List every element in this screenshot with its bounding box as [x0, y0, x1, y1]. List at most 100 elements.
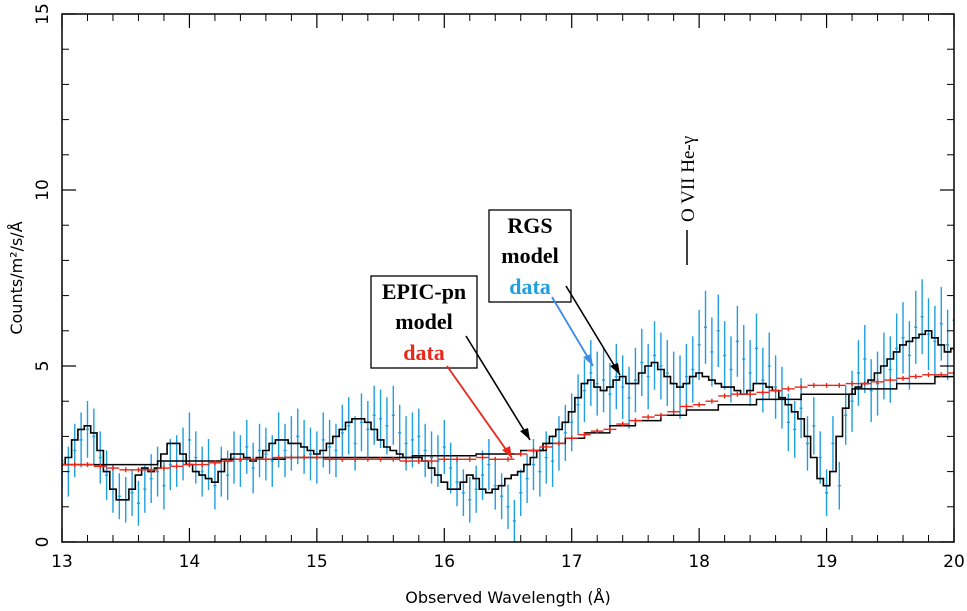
- rgs-data-point: [62, 435, 64, 487]
- epic-data-point: [705, 398, 719, 404]
- rgs-data-point: [914, 290, 918, 364]
- axis-ticks: [61, 13, 955, 543]
- epic-data-point: [871, 379, 884, 385]
- epic-data-point: [259, 456, 273, 462]
- rgs-data-point: [283, 423, 287, 478]
- rgs-data-point: [156, 446, 160, 497]
- rgs-model-arrowhead: [610, 363, 620, 375]
- epic-data-point: [858, 381, 872, 387]
- epic-data-point: [794, 384, 808, 390]
- epic-data-point: [654, 412, 668, 418]
- rgs-data-point: [385, 397, 389, 455]
- plot-area: [62, 279, 954, 542]
- rgs-data-point: [194, 431, 198, 484]
- epic-data-point: [68, 462, 82, 468]
- rgs-data-point: [691, 336, 695, 403]
- epic-data-point: [578, 432, 591, 438]
- rgs-data-arrowhead: [583, 354, 593, 366]
- rgs-data-point: [926, 298, 931, 371]
- rgs-data-point: [143, 465, 147, 513]
- y-tick-label: 10: [33, 179, 53, 201]
- epic-data-arrowhead: [502, 446, 512, 458]
- epic-data-point: [272, 455, 285, 460]
- rgs-data-point: [321, 412, 325, 468]
- rgs-data-point: [544, 431, 548, 484]
- rgs-data-point: [576, 374, 580, 436]
- rgs-data-point: [837, 461, 841, 510]
- x-tick-label: 16: [433, 552, 455, 572]
- epic-data-point: [285, 455, 298, 460]
- rgs-data-point: [538, 446, 542, 497]
- rgs-data-point: [742, 324, 746, 393]
- rgs-data-point: [149, 454, 153, 504]
- rgs-data-point: [213, 461, 217, 510]
- rgs-data-point: [723, 321, 727, 390]
- epic-data-point: [603, 426, 617, 432]
- rgs-data-point: [939, 286, 943, 361]
- rgs-data-point: [793, 400, 797, 458]
- rgs-data-point: [818, 431, 822, 484]
- rgs-label-box: [488, 209, 572, 303]
- rgs-data-point: [487, 439, 491, 491]
- rgs-data-point: [417, 408, 421, 465]
- rgs-data-point: [449, 442, 453, 494]
- x-tick-label: 18: [688, 552, 710, 572]
- rgs-data-point: [92, 408, 96, 465]
- epic-data-point: [769, 388, 782, 394]
- rgs-data-point: [117, 473, 121, 520]
- epic-data-point: [374, 456, 387, 462]
- x-tick-label: 20: [943, 552, 965, 572]
- epic-data-point: [832, 382, 846, 388]
- epic-model-arrow: [465, 335, 531, 441]
- epic-data-point: [947, 370, 954, 376]
- epic-data-point: [246, 456, 260, 462]
- epic-data-point: [208, 460, 222, 466]
- rgs-data-point: [372, 385, 376, 445]
- annotation-arrows: [446, 285, 621, 459]
- x-tick-labels: 13 14 15 16 17 18 19 20: [51, 552, 965, 572]
- rgs-data-point: [187, 412, 191, 468]
- rgs-data-point: [633, 347, 637, 413]
- epic-data-point: [807, 382, 821, 388]
- y-tick-labels: 0 5 10 15: [33, 3, 53, 547]
- rgs-data-point: [602, 347, 606, 413]
- line-label-o-vii: O VII He-γ: [678, 136, 699, 222]
- epic-data-point: [629, 418, 642, 424]
- epic-data-point: [476, 455, 489, 460]
- epic-data-point: [195, 462, 209, 468]
- rgs-data-point: [614, 343, 618, 410]
- epic-data-point: [106, 465, 120, 471]
- rgs-data-point: [640, 328, 644, 397]
- rgs-data-point: [308, 427, 313, 481]
- y-tick-label: 5: [33, 361, 53, 372]
- rgs-data-point: [257, 423, 262, 478]
- rgs-data-point: [895, 313, 899, 384]
- y-tick-label: 0: [33, 537, 53, 548]
- epic-data-point: [781, 386, 795, 392]
- plot-frame: [61, 13, 955, 543]
- epic-data-point: [361, 456, 375, 462]
- rgs-data-point: [774, 355, 778, 419]
- rgs-data-point: [595, 351, 599, 416]
- rgs-data-point: [423, 423, 427, 478]
- epic-data-point: [552, 440, 566, 446]
- rgs-label-model: model: [501, 243, 558, 268]
- rgs-data-point: [359, 393, 363, 452]
- rgs-data-point: [665, 340, 669, 406]
- x-tick-label: 15: [306, 552, 328, 572]
- x-axis-title: Observed Wavelength (Å): [405, 588, 611, 607]
- x-tick-label: 13: [51, 552, 73, 572]
- rgs-model-line: [62, 330, 954, 501]
- y-tick-label: 15: [33, 3, 53, 25]
- rgs-data-point: [391, 385, 395, 445]
- rgs-data-point: [869, 359, 873, 423]
- rgs-data-point: [754, 313, 759, 384]
- epic-data-point: [450, 456, 464, 462]
- rgs-data-point: [347, 397, 351, 455]
- rgs-data-point: [340, 404, 344, 461]
- epic-data-point: [170, 463, 184, 469]
- epic-data-point: [81, 462, 94, 468]
- rgs-data-point: [767, 332, 771, 400]
- rgs-data-arrow: [551, 296, 594, 367]
